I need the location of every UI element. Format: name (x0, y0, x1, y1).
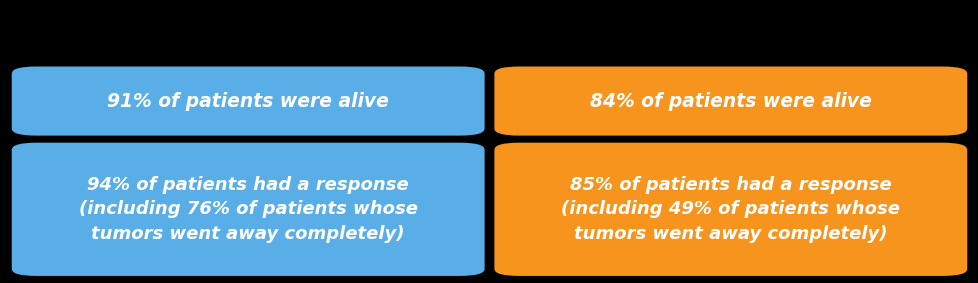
FancyBboxPatch shape (494, 67, 966, 136)
Text: 91% of patients were alive: 91% of patients were alive (108, 92, 388, 111)
FancyBboxPatch shape (12, 67, 484, 136)
Text: 85% of patients had a response
(including 49% of patients whose
tumors went away: 85% of patients had a response (includin… (560, 176, 900, 243)
Text: 84% of patients were alive: 84% of patients were alive (590, 92, 870, 111)
FancyBboxPatch shape (12, 143, 484, 276)
Text: 94% of patients had a response
(including 76% of patients whose
tumors went away: 94% of patients had a response (includin… (78, 176, 418, 243)
FancyBboxPatch shape (494, 143, 966, 276)
